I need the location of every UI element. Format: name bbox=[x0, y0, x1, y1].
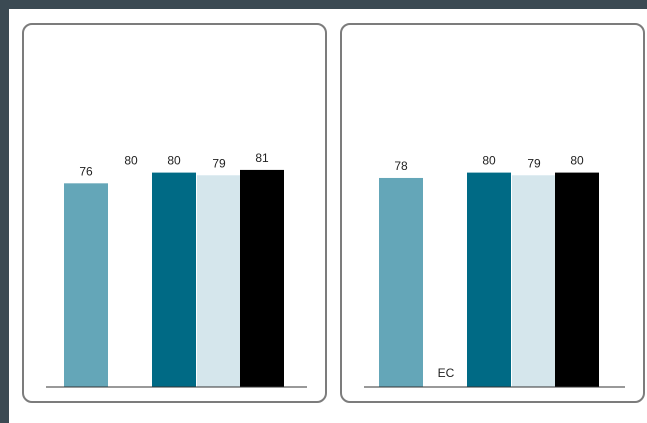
bar-left-1 bbox=[64, 183, 108, 387]
value-label-left-1: 76 bbox=[79, 164, 93, 178]
category-label-right-2: EC bbox=[438, 366, 455, 380]
bar-left-2 bbox=[109, 172, 153, 387]
chart-panel-right: 78 EC 80 79 80 bbox=[340, 23, 645, 403]
value-label-left-2: 80 bbox=[124, 154, 138, 168]
bar-left-3 bbox=[152, 172, 196, 387]
value-label-left-5: 81 bbox=[255, 151, 269, 165]
value-label-right-1: 78 bbox=[394, 159, 408, 173]
bar-chart-right: 78 EC 80 79 80 bbox=[364, 154, 625, 388]
bar-left-4 bbox=[197, 175, 241, 387]
value-label-left-4: 79 bbox=[212, 156, 226, 170]
bar-right-5 bbox=[555, 172, 599, 387]
bar-left-5 bbox=[240, 169, 284, 387]
bar-right-1 bbox=[379, 177, 423, 387]
chart-panel-left: 76 80 80 79 81 bbox=[22, 23, 327, 403]
value-label-right-3: 80 bbox=[482, 154, 496, 168]
bar-chart-left: 76 80 80 79 81 bbox=[46, 151, 307, 388]
bar-right-4 bbox=[512, 175, 556, 387]
value-label-right-4: 79 bbox=[527, 156, 541, 170]
value-label-left-3: 80 bbox=[167, 154, 181, 168]
value-label-right-5: 80 bbox=[570, 154, 584, 168]
chart-canvas: 76 80 80 79 81 78 EC 80 79 80 bbox=[9, 9, 647, 423]
bar-right-3 bbox=[467, 172, 511, 387]
